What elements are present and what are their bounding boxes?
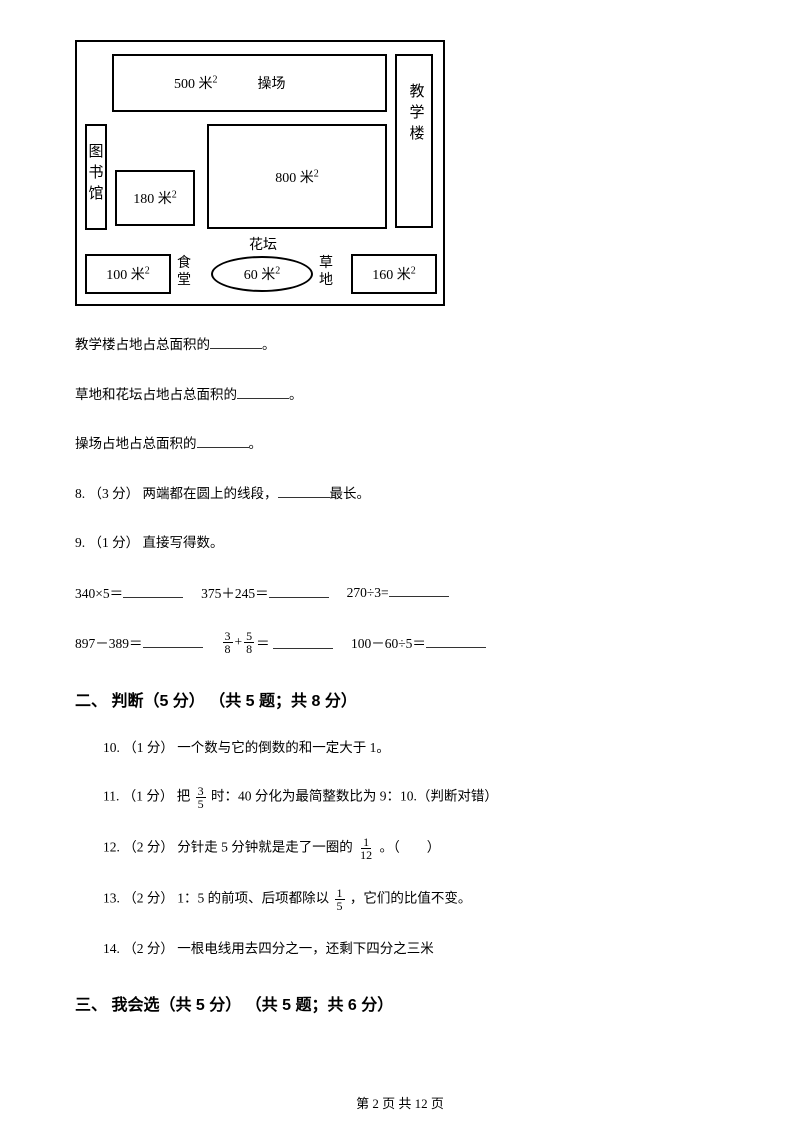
fraction-3-8: 38 [223,630,233,655]
flowerbed-oval: 60 米2 [211,256,313,292]
calc-1a: 340×5＝ [75,582,183,602]
q13: 13. （2 分） 1：5 的前项、后项都除以 15 ，它们的比值不变。 [103,887,725,912]
footer-e: 页 [428,1096,444,1111]
playground-area: 500 米2 [174,73,218,93]
fraction-5-8: 58 [244,630,254,655]
playground-box: 500 米2 操场 [112,54,387,112]
fill-a: 教学楼占地占总面积的 。 [75,334,725,356]
blank[interactable] [426,634,486,648]
blank[interactable] [237,385,289,399]
fill-c: 操场占地占总面积的 。 [75,433,725,455]
q9: 9. （1 分） 直接写得数。 [75,532,725,554]
q8: 8. （3 分） 两端都在圆上的线段， 最长。 [75,483,725,505]
box-180: 180 米2 [115,170,195,226]
q12-pre: 12. （2 分） 分针走 5 分钟就是走了一圈的 [103,839,356,854]
fraction-1-12: 112 [358,836,374,861]
section-2-heading: 二、 判断（5 分） （共 5 题；共 8 分） [75,687,725,711]
footer-c: 页 共 [379,1096,415,1111]
library-label: 图 书 馆 [88,142,104,205]
calc-2c: 100－60÷5＝ [351,632,486,652]
footer-total: 12 [415,1096,428,1111]
equals: ＝ [256,632,270,652]
q11-mid: 时：40 分化为最简整数比为 9：10.（判断对错） [211,788,498,803]
fill-b-text: 草地和花坛占地占总面积的 [75,387,237,402]
q14: 14. （2 分） 一根电线用去四分之一，还剩下四分之三米 [103,938,725,960]
calc-row-1: 340×5＝ 375＋245＝ 270÷3= [75,582,725,602]
fraction-3-5: 35 [196,785,206,810]
blank[interactable] [269,584,329,598]
section-3-heading: 三、 我会选（共 5 分） （共 5 题；共 6 分） [75,991,725,1015]
fraction-1-5: 15 [335,887,345,912]
q13-post: ，它们的比值不变。 [350,890,472,905]
fill-b: 草地和花坛占地占总面积的 。 [75,384,725,406]
period: 。 [249,436,263,451]
calc-2b: 38 + 58 ＝ [221,630,334,655]
blank[interactable] [273,635,333,649]
fill-a-text: 教学楼占地占总面积的 [75,337,210,352]
footer-a: 第 [356,1096,372,1111]
box-100: 100 米2 [85,254,171,294]
period: 。 [262,337,276,352]
q11-pre: 11. （1 分） 把 [103,788,194,803]
q12: 12. （2 分） 分针走 5 分钟就是走了一圈的 112 。（ ） [103,836,725,861]
grass-label: 草 地 [319,256,333,290]
period: 。 [289,387,303,402]
plus-sign: + [235,634,243,650]
blank[interactable] [197,434,249,448]
blank[interactable] [123,584,183,598]
q12-post: 。（ ） [380,839,441,854]
teaching-building-label: 教 学 楼 [409,82,425,145]
q11: 11. （1 分） 把 35 时：40 分化为最简整数比为 9：10.（判断对错… [103,785,725,810]
box-180-text: 180 米2 [133,188,177,208]
blank[interactable] [278,484,330,498]
calc-2a: 897－389＝ [75,632,203,652]
blank[interactable] [210,335,262,349]
page-footer: 第 2 页 共 12 页 [0,1093,800,1112]
campus-diagram: 500 米2 操场 教 学 楼 图 书 馆 180 米2 800 米2 100 … [75,40,725,306]
q10: 10. （1 分） 一个数与它的倒数的和一定大于 1。 [103,737,725,759]
calc-row-2: 897－389＝ 38 + 58 ＝ 100－60÷5＝ [75,630,725,655]
canteen-label: 食 堂 [177,256,191,290]
blank[interactable] [143,634,203,648]
q8-suffix: 最长。 [330,486,371,501]
diagram-outer: 500 米2 操场 教 学 楼 图 书 馆 180 米2 800 米2 100 … [75,40,445,306]
q13-pre: 13. （2 分） 1：5 的前项、后项都除以 [103,890,333,905]
calc-1b: 375＋245＝ [201,582,329,602]
fill-c-text: 操场占地占总面积的 [75,436,197,451]
flowerbed-label: 花坛 [249,238,277,255]
box-160-text: 160 米2 [372,264,416,284]
box-100-text: 100 米2 [106,264,150,284]
box-160: 160 米2 [351,254,437,294]
calc-1c: 270÷3= [347,583,449,601]
playground-label: 操场 [258,73,286,93]
box-800-text: 800 米2 [275,167,319,187]
flowerbed-area: 60 米2 [244,264,281,284]
blank[interactable] [389,583,449,597]
q8-prefix: 8. （3 分） 两端都在圆上的线段， [75,486,278,501]
box-800: 800 米2 [207,124,387,229]
